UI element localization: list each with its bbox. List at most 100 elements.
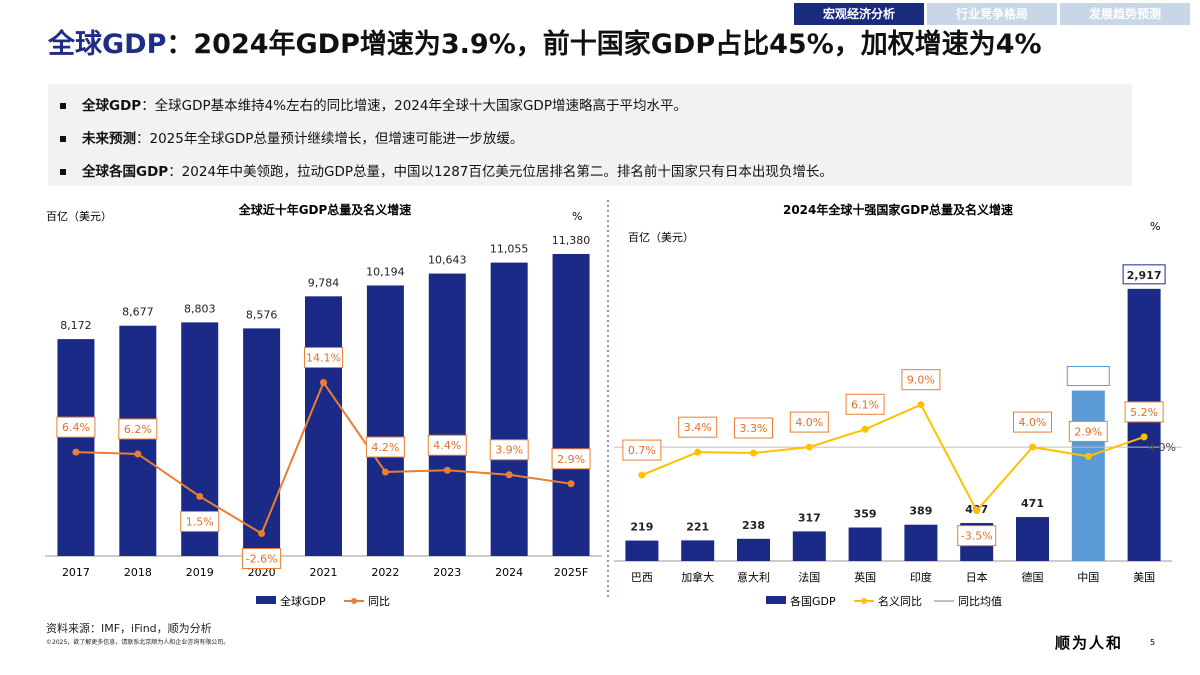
line-label: 14.1%: [306, 352, 341, 365]
y2-axis-label: %: [572, 210, 582, 223]
legend-line-marker: [351, 598, 357, 604]
line-point: [973, 507, 981, 515]
x-tick-label: 2025F: [554, 566, 588, 579]
line-label: 6.1%: [851, 398, 879, 411]
x-tick-label: 德国: [1022, 570, 1044, 584]
bar: [1016, 517, 1049, 561]
line-label: 1.5%: [186, 515, 214, 528]
line-label-box: [304, 347, 343, 369]
y-axis-label: 百亿（美元）: [46, 210, 112, 223]
bullet-item: 未来预测：2025年全球GDP总量预计继续增长，但增速可能进一步放缓。: [60, 127, 523, 147]
line-point: [750, 449, 757, 457]
x-tick-label: 意大利: [737, 570, 770, 584]
bar-label-box: [1066, 366, 1110, 387]
line-label-box: [901, 369, 941, 391]
bar-label: 221: [686, 520, 709, 533]
bar-label: 1,827: [1071, 371, 1106, 384]
tab-trend[interactable]: 发展趋势预测: [1060, 3, 1190, 25]
line-label-box: [678, 416, 718, 438]
legend-label: 同比: [368, 595, 390, 608]
y2-axis-label: %: [1150, 220, 1160, 233]
line-label: 2.9%: [1074, 425, 1102, 438]
line-label: -3.5%: [961, 530, 993, 543]
chart-title: 2024年全球十强国家GDP总量及名义增速: [783, 202, 1013, 217]
x-tick-label: 2020: [248, 566, 276, 579]
line-label-box: [845, 393, 885, 415]
line-label: -2.6%: [246, 553, 278, 566]
bar: [305, 296, 342, 556]
line-label: 3.4%: [684, 421, 712, 434]
x-tick-label: 巴西: [631, 571, 653, 584]
line-label-box: [957, 525, 997, 547]
bar-label: 359: [854, 508, 877, 521]
x-tick-label: 2018: [124, 566, 152, 579]
line-label: 4.4%: [433, 439, 461, 452]
line-label-box: [1124, 401, 1164, 423]
x-tick-label: 2024: [495, 566, 523, 579]
line-label-box: [118, 418, 158, 440]
bar-label: 2,917: [1127, 269, 1162, 282]
line-point: [443, 466, 451, 474]
bar-label: 8,576: [246, 308, 278, 321]
bar: [625, 540, 659, 561]
bar-label: 11,380: [552, 234, 591, 247]
legend-label: 同比均值: [958, 595, 1002, 608]
x-tick-label: 2017: [62, 566, 90, 579]
line-label-box: [180, 510, 220, 532]
bar: [366, 285, 404, 556]
bar-label: 219: [630, 521, 653, 534]
line-point: [861, 425, 869, 433]
bar: [848, 527, 882, 561]
line-label: 3.9%: [495, 444, 523, 457]
bar-label-box: [1122, 264, 1166, 285]
average-label: 4.0%: [1148, 441, 1176, 454]
line-label-box: [622, 439, 662, 461]
x-tick-label: 2021: [310, 566, 338, 579]
line-point: [72, 448, 80, 456]
section-tabs: 宏观经济分析 行业竞争格局 发展趋势预测: [794, 3, 1190, 25]
tab-industry[interactable]: 行业竞争格局: [927, 3, 1057, 25]
x-tick-label: 加拿大: [681, 570, 714, 584]
bar-label: 238: [742, 519, 765, 532]
bullet-item: 全球各国GDP：2024年中美领跑，拉动GDP总量，中国以1287百亿美元位居排…: [60, 160, 833, 180]
line-label-box: [242, 548, 282, 570]
summary-box: 全球GDP：全球GDP基本维持4%左右的同比增速，2024年全球十大国家GDP增…: [48, 84, 1132, 186]
bar: [792, 531, 826, 561]
line-label-box: [789, 411, 829, 433]
bar-label: 9,784: [308, 276, 340, 289]
x-tick-label: 2019: [186, 566, 214, 579]
page-title: 全球GDP：2024年GDP增速为3.9%，前十国家GDP占比45%，加权增速为…: [48, 29, 1042, 60]
line-label: 2.9%: [557, 453, 585, 466]
line-label: 3.3%: [740, 422, 768, 435]
legend-bar-swatch: [766, 596, 786, 604]
line-label: 5.2%: [1130, 406, 1158, 419]
line-label-box: [56, 416, 96, 438]
bar-label: 471: [1021, 497, 1044, 510]
line-point: [638, 471, 646, 479]
x-tick-label: 美国: [1133, 571, 1155, 584]
line-label-box: [551, 448, 591, 470]
line-label: 4.0%: [1019, 416, 1047, 429]
legend-bar-swatch: [256, 596, 276, 604]
bar: [681, 540, 715, 561]
bar: [1071, 390, 1105, 561]
line-point: [917, 401, 925, 409]
bar-label: 317: [798, 511, 821, 524]
line-label: 6.2%: [124, 423, 152, 436]
line-point: [1140, 433, 1148, 441]
x-tick-label: 2023: [433, 566, 461, 579]
copyright: ©2025，欲了解更多信息，请联系北京顺为人和企业咨询有限公司。: [46, 639, 230, 646]
line-point: [134, 450, 142, 458]
bar: [737, 538, 770, 561]
line-point: [1084, 452, 1092, 460]
bullet-item: 全球GDP：全球GDP基本维持4%左右的同比增速，2024年全球十大国家GDP增…: [60, 94, 687, 114]
tab-macro[interactable]: 宏观经济分析: [794, 3, 924, 25]
bar-label: 8,172: [60, 319, 92, 332]
line-point: [320, 379, 327, 387]
page-number: 5: [1150, 638, 1156, 647]
x-tick-label: 日本: [966, 570, 988, 584]
x-tick-label: 法国: [798, 570, 820, 584]
line-point: [258, 530, 266, 538]
bar-label: 10,194: [366, 265, 405, 278]
